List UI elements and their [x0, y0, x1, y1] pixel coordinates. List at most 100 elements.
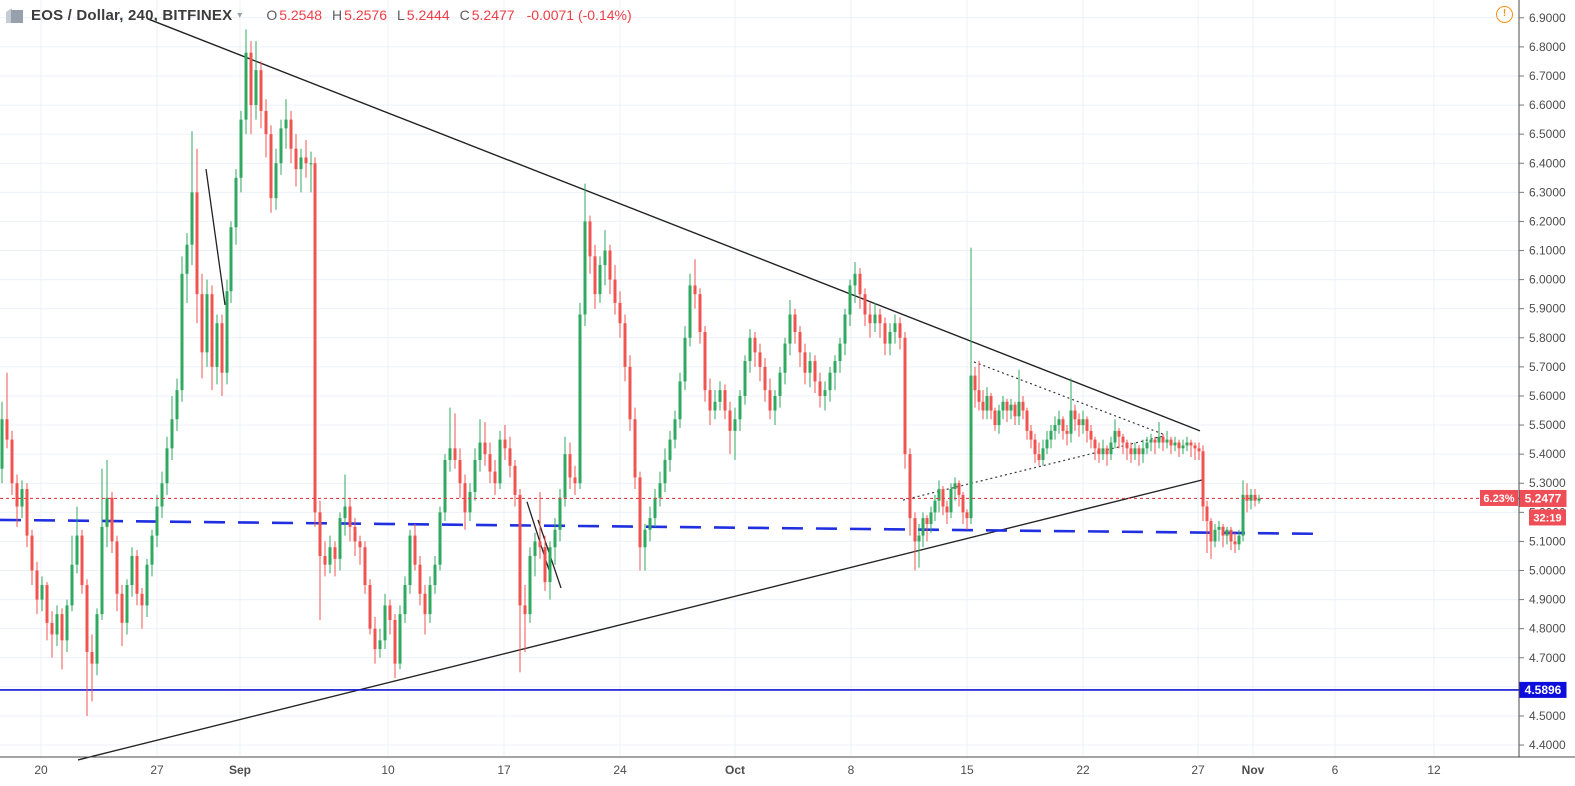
price-tick-label[interactable]: 5.1000 — [1529, 534, 1566, 548]
percent-change-badge: 6.23% — [1483, 493, 1514, 505]
candle-body — [977, 390, 981, 402]
candle-body — [1081, 419, 1085, 426]
time-tick-label[interactable]: 10 — [381, 763, 395, 777]
candle-body — [1233, 541, 1237, 545]
candle-body — [493, 471, 497, 484]
axis-badges-layer: 6.23% 5.2477 32:19 4.5896 — [1480, 489, 1567, 698]
candle-body — [518, 494, 522, 606]
candle-body — [1133, 448, 1137, 455]
candle-body — [917, 535, 921, 542]
candle-body — [338, 518, 342, 559]
current-price-badge: 5.2477 — [1525, 491, 1562, 505]
candle-body — [1053, 425, 1057, 431]
price-tick-label[interactable]: 6.6000 — [1529, 98, 1566, 112]
candle-body — [110, 497, 114, 542]
symbol-title[interactable]: EOS / Dollar, 240, BITFINEX — [31, 6, 233, 24]
price-tick-label[interactable]: 5.5000 — [1529, 418, 1566, 432]
candle-body — [1093, 439, 1097, 449]
candle-body — [373, 628, 377, 650]
candle-body — [663, 459, 667, 484]
candle-body — [868, 314, 872, 324]
price-tick-label[interactable]: 5.4000 — [1529, 447, 1566, 461]
candle-body — [1253, 494, 1257, 501]
time-tick-label[interactable]: 15 — [960, 763, 974, 777]
price-tick-label[interactable]: 6.5000 — [1529, 127, 1566, 141]
candle-body — [728, 410, 732, 431]
price-tick-label[interactable]: 5.6000 — [1529, 389, 1566, 403]
candle-body — [593, 256, 597, 295]
time-tick-label[interactable]: 12 — [1427, 763, 1441, 777]
time-tick-label[interactable]: Sep — [229, 763, 251, 777]
candle-body — [35, 570, 39, 600]
price-tick-label[interactable]: 5.0000 — [1529, 564, 1566, 578]
data-warning-icon[interactable]: ! — [1496, 6, 1513, 23]
candle-body — [244, 52, 248, 120]
price-tick-label[interactable]: 4.7000 — [1529, 651, 1566, 665]
candle-body — [1037, 454, 1041, 460]
time-tick-label[interactable]: 20 — [34, 763, 48, 777]
time-tick-label[interactable]: 27 — [150, 763, 164, 777]
candle-body — [803, 352, 807, 373]
candle-body — [458, 459, 462, 484]
candle-body — [648, 518, 652, 530]
price-tick-label[interactable]: 6.1000 — [1529, 244, 1566, 258]
candle-body — [961, 494, 965, 513]
candle-body — [628, 366, 632, 420]
price-tick-label[interactable]: 4.9000 — [1529, 593, 1566, 607]
price-tick-label[interactable]: 6.3000 — [1529, 185, 1566, 199]
candle-body — [348, 506, 352, 527]
candle-body — [903, 337, 907, 455]
candle-body — [558, 497, 562, 530]
candle-body — [513, 465, 517, 495]
ohlc-label: O — [266, 7, 278, 23]
candle-body — [333, 547, 337, 559]
price-tick-label[interactable]: 6.7000 — [1529, 69, 1566, 83]
price-tick-label[interactable]: 4.8000 — [1529, 622, 1566, 636]
time-tick-label[interactable]: 22 — [1076, 763, 1090, 777]
price-tick-label[interactable]: 4.5000 — [1529, 709, 1566, 723]
candle-body — [25, 489, 29, 536]
price-tick-label[interactable]: 6.0000 — [1529, 273, 1566, 287]
candle-body — [1049, 430, 1053, 440]
price-tick-label[interactable]: 5.3000 — [1529, 476, 1566, 490]
time-tick-label[interactable]: 27 — [1191, 763, 1205, 777]
candle-body — [945, 506, 949, 513]
time-tick-label[interactable]: 6 — [1332, 763, 1339, 777]
time-tick-label[interactable]: 17 — [497, 763, 511, 777]
candle-body — [1089, 430, 1093, 440]
price-tick-label[interactable]: 6.9000 — [1529, 11, 1566, 25]
candle-body — [115, 541, 119, 594]
candle-body — [937, 489, 941, 501]
time-tick-label[interactable]: 24 — [613, 763, 627, 777]
support-level-badge: 4.5896 — [1525, 683, 1562, 697]
candle-body — [40, 585, 44, 600]
time-tick-label[interactable]: Nov — [1242, 763, 1265, 777]
candle-body — [543, 547, 547, 583]
price-tick-label[interactable]: 5.9000 — [1529, 302, 1566, 316]
price-tick-label[interactable]: 5.8000 — [1529, 331, 1566, 345]
candle-body — [1249, 494, 1253, 501]
candle-body — [588, 221, 592, 257]
candle-body — [708, 390, 712, 411]
candle-body — [863, 294, 867, 315]
price-tick-label[interactable]: 5.7000 — [1529, 360, 1566, 374]
candle-body — [393, 619, 397, 664]
candle-body — [668, 439, 672, 460]
chevron-down-icon[interactable]: ▾ — [237, 9, 243, 21]
ohlc-values: O 5.2548 H 5.2576 L 5.2444 C 5.2477 — [256, 7, 514, 23]
candle-body — [1169, 439, 1173, 446]
time-tick-label[interactable]: Oct — [725, 763, 745, 777]
candle-body — [185, 244, 189, 274]
price-tick-label[interactable]: 6.2000 — [1529, 214, 1566, 228]
price-tick-label[interactable]: 6.4000 — [1529, 156, 1566, 170]
ascending-trendline — [77, 479, 1204, 761]
price-tick-label[interactable]: 6.8000 — [1529, 40, 1566, 54]
candle-body — [289, 119, 293, 149]
candle-body — [239, 119, 243, 178]
candle-body — [638, 477, 642, 548]
time-tick-label[interactable]: 8 — [848, 763, 855, 777]
ohlc-label: H — [332, 7, 343, 23]
price-tick-label[interactable]: 4.4000 — [1529, 738, 1566, 752]
